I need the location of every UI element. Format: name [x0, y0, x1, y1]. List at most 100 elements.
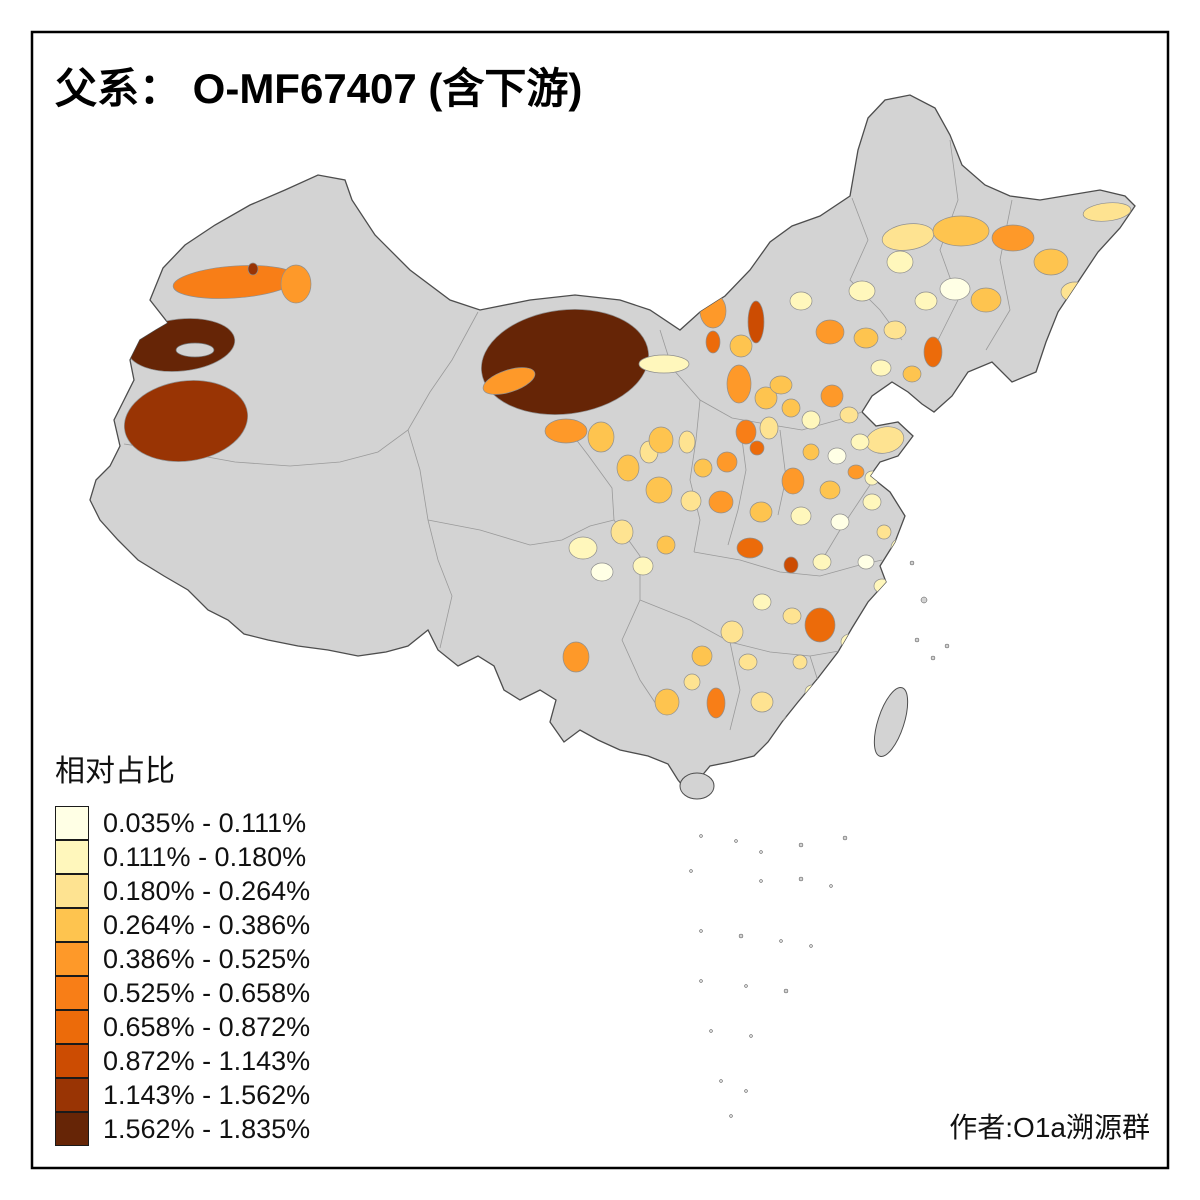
prefecture-region [638, 354, 690, 374]
prefecture-region [886, 250, 914, 274]
island-dot [749, 1034, 753, 1038]
prefecture-region [632, 556, 654, 576]
prefecture-region [862, 493, 882, 511]
prefecture-region [726, 364, 752, 404]
prefecture-region [482, 367, 536, 395]
prefecture-region [691, 645, 713, 667]
legend-range-label: 0.111% - 0.180% [103, 841, 307, 872]
prefecture-region [735, 419, 757, 445]
legend-range-label: 0.035% - 0.111% [103, 807, 307, 838]
island-dot [783, 988, 789, 994]
prefecture-region [970, 287, 1002, 313]
prefecture-region [645, 476, 673, 504]
prefecture-patches [124, 202, 1132, 729]
legend-row: 0.658% - 0.872% [55, 1010, 310, 1044]
prefecture-region [830, 513, 850, 531]
prefecture-region [587, 421, 615, 453]
island-dot [759, 850, 763, 854]
legend-row: 1.562% - 1.835% [55, 1112, 310, 1146]
island-dot [798, 876, 804, 882]
island-dot [944, 643, 950, 649]
prefecture-region [853, 327, 879, 349]
prefecture-region [932, 215, 990, 247]
legend-range-label: 0.525% - 0.658% [103, 977, 311, 1008]
island-dot [744, 984, 748, 988]
prefecture-region [839, 406, 859, 424]
legend-range-label: 0.264% - 0.386% [103, 909, 311, 940]
prefecture-region [890, 538, 908, 558]
prefecture-region [815, 319, 845, 345]
prefecture-region [864, 470, 880, 486]
prefecture-region [857, 554, 875, 570]
island-dot [914, 637, 920, 643]
prefecture-region [124, 380, 248, 462]
prefecture-region [939, 277, 971, 301]
prefecture-region [720, 620, 744, 644]
legend-row: 0.111% - 0.180% [55, 840, 310, 874]
legend-swatch [55, 1112, 89, 1146]
legend: 相对占比 0.035% - 0.111% 0.111% - 0.180% 0.180… [55, 746, 310, 1146]
prefecture-region [280, 264, 312, 304]
prefecture-region [991, 224, 1035, 252]
prefecture-region [790, 506, 812, 526]
prefecture-region [481, 309, 649, 415]
island-dots [689, 560, 950, 1118]
legend-swatch [55, 976, 89, 1010]
island-dot [689, 869, 693, 873]
island-dot [829, 884, 833, 888]
island-dot [759, 879, 763, 883]
prefecture-region [1082, 202, 1132, 222]
island-dot [909, 560, 915, 566]
legend-swatch [55, 1044, 89, 1078]
prefecture-region [693, 458, 713, 478]
legend-range-label: 0.386% - 0.525% [103, 943, 311, 974]
prefecture-region [850, 433, 870, 451]
prefecture-region [750, 691, 774, 713]
author-credit: 作者:O1a溯源群 [949, 1112, 1150, 1143]
legend-title: 相对占比 [55, 755, 175, 788]
prefecture-region [819, 480, 841, 500]
prefecture-region [729, 334, 753, 358]
prefecture-region [562, 641, 590, 673]
prefecture-region [820, 384, 844, 408]
legend-row: 0.386% - 0.525% [55, 942, 310, 976]
prefecture-region [247, 262, 259, 276]
prefecture-region [678, 430, 696, 454]
prefecture-region [706, 687, 726, 719]
legend-swatch [55, 1010, 89, 1044]
prefecture-region [847, 464, 865, 480]
island-dot [699, 929, 703, 933]
legend-row: 0.525% - 0.658% [55, 976, 310, 1010]
offshore-island [873, 687, 909, 757]
island-dot [729, 1114, 733, 1118]
prefecture-region [656, 535, 676, 555]
island-dot [709, 1029, 713, 1033]
island-dot [920, 596, 928, 604]
legend-range-label: 1.143% - 1.562% [103, 1079, 311, 1110]
island-dot [734, 839, 738, 843]
legend-row: 0.180% - 0.264% [55, 874, 310, 908]
prefecture-region [683, 673, 701, 691]
legend-swatch [55, 908, 89, 942]
island-dot [719, 1079, 723, 1083]
prefecture-region [759, 416, 779, 440]
island-dot [699, 979, 703, 983]
prefecture-region [590, 562, 614, 582]
prefecture-region [783, 556, 799, 574]
island-dot [842, 835, 848, 841]
prefecture-region [648, 426, 674, 454]
prefecture-region [923, 336, 943, 368]
legend-swatch [55, 942, 89, 976]
prefecture-region [1033, 248, 1069, 276]
prefecture-region [568, 536, 598, 560]
prefecture-region [781, 467, 805, 495]
prefecture-region [716, 451, 738, 473]
prefecture-region [738, 653, 758, 671]
prefecture-region [824, 671, 840, 693]
prefecture-region [749, 440, 765, 456]
prefecture-region [792, 654, 808, 670]
prefecture-region [754, 386, 778, 410]
prefecture-region [870, 359, 892, 377]
prefecture-region [873, 578, 891, 594]
